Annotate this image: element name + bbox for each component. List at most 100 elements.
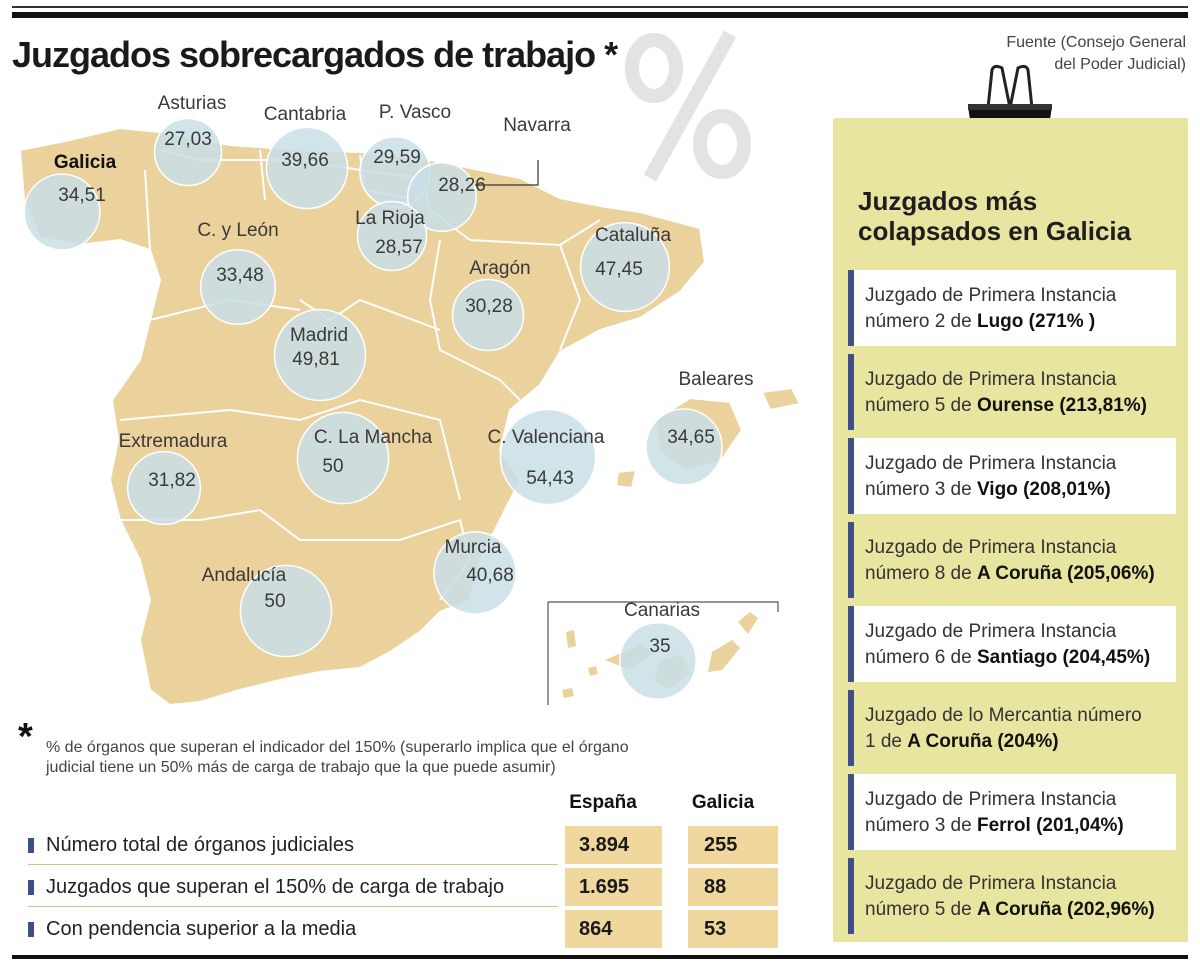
top-rule xyxy=(12,6,1188,8)
lanzarote-shape xyxy=(738,612,758,634)
value-bubble xyxy=(265,126,349,210)
region-value-label: 50 xyxy=(322,456,344,477)
region-name-label: Madrid xyxy=(289,325,349,346)
region-name-label: Extremadura xyxy=(118,431,228,452)
column-header-espana: España xyxy=(569,792,637,813)
court-prefix: 1 de xyxy=(865,731,908,752)
court-line-2: número 6 de Santiago (204,45%) xyxy=(865,645,1176,671)
value-bubble xyxy=(153,117,223,187)
cell-espana: 3.894 xyxy=(565,826,662,864)
fuerteventura-shape xyxy=(708,640,740,672)
la-palma-shape xyxy=(566,630,576,648)
court-city-value: Ourense (213,81%) xyxy=(976,395,1147,416)
value-bubble xyxy=(296,411,390,505)
cell-galicia: 255 xyxy=(688,826,778,864)
cell-espana: 1.695 xyxy=(565,868,662,906)
region-value-label: 29,59 xyxy=(373,147,421,168)
top-rule-thick xyxy=(12,12,1188,18)
value-bubbles xyxy=(23,117,723,700)
footnote-asterisk: * xyxy=(18,716,33,758)
hierro-shape xyxy=(562,688,574,698)
row-marker-icon xyxy=(28,838,34,853)
court-line-1: Juzgado de Primera Instancia xyxy=(865,453,1117,474)
footnote-line-2: judicial tiene un 50% más de carga de tr… xyxy=(46,759,556,776)
value-bubble xyxy=(619,622,697,700)
value-bubble xyxy=(499,408,597,506)
region-value-label: 40,68 xyxy=(466,565,514,586)
court-prefix: número 2 de xyxy=(865,311,977,332)
value-bubble xyxy=(239,564,333,658)
region-value-label: 35 xyxy=(649,636,671,657)
region-name-label: C. La Mancha xyxy=(313,427,433,448)
row-divider xyxy=(28,906,558,907)
court-prefix: número 5 de xyxy=(865,395,977,416)
court-item: Juzgado de Primera Instancia número 5 de … xyxy=(848,858,1176,934)
region-name-label: P. Vasco xyxy=(378,102,452,123)
region-value-label: 54,43 xyxy=(526,468,574,489)
row-marker-icon xyxy=(28,922,34,937)
region-name-label: Cantabria xyxy=(263,104,347,125)
court-city-value: A Coruña (204%) xyxy=(907,731,1059,752)
row-label-text: Juzgados que superan el 150% de carga de… xyxy=(46,876,505,898)
court-city-value: A Coruña (202,96%) xyxy=(976,899,1155,920)
region-value-label: 50 xyxy=(264,591,286,612)
sidebar-title: Juzgados más colapsados en Galicia xyxy=(858,186,1131,246)
region-value-label: 47,45 xyxy=(595,259,643,280)
gomera-shape xyxy=(588,666,598,676)
region-value-label: 27,03 xyxy=(164,129,212,150)
court-line-2: número 5 de A Coruña (202,96%) xyxy=(865,897,1176,923)
sidebar-title-line-1: Juzgados más xyxy=(858,186,1038,216)
value-bubble xyxy=(433,531,517,615)
court-item: Juzgado de Primera Instancia número 8 de … xyxy=(848,522,1176,598)
region-name-label: Cataluña xyxy=(594,225,672,246)
court-prefix: número 6 de xyxy=(865,647,977,668)
court-prefix: número 8 de xyxy=(865,563,977,584)
court-line-1: Juzgado de lo Mercantia número xyxy=(865,705,1142,726)
cell-espana: 864 xyxy=(565,910,662,948)
court-line-1: Juzgado de Primera Instancia xyxy=(865,621,1117,642)
court-line-1: Juzgado de Primera Instancia xyxy=(865,789,1117,810)
region-name-label: Navarra xyxy=(503,115,571,136)
court-line-2: número 3 de Ferrol (201,04%) xyxy=(865,813,1176,839)
court-item: Juzgado de Primera Instancia número 3 de … xyxy=(848,774,1176,850)
footnote-line-1: % de órganos que superan el indicador de… xyxy=(46,739,629,756)
region-value-label: 28,57 xyxy=(375,237,423,258)
region-value-label: 30,28 xyxy=(465,296,513,317)
table-row-label: Número total de órganos judiciales xyxy=(28,834,354,857)
court-line-1: Juzgado de Primera Instancia xyxy=(865,369,1117,390)
value-bubble xyxy=(406,161,478,233)
court-line-2: número 5 de Ourense (213,81%) xyxy=(865,393,1176,419)
menorca-shape xyxy=(760,386,802,412)
value-bubble xyxy=(23,173,101,251)
court-item: Juzgado de Primera Instancia número 2 de … xyxy=(848,270,1176,346)
row-label-text: Número total de órganos judiciales xyxy=(46,834,354,856)
source-note: Fuente (Consejo General del Poder Judici… xyxy=(946,32,1186,76)
value-bubble xyxy=(199,248,277,326)
court-item: Juzgado de Primera Instancia número 3 de … xyxy=(848,438,1176,514)
value-bubble xyxy=(579,221,671,313)
region-value-label: 34,65 xyxy=(667,427,715,448)
region-value-label: 28,26 xyxy=(438,175,486,196)
table-row-label: Juzgados que superan el 150% de carga de… xyxy=(28,876,504,899)
region-name-label: Baleares xyxy=(678,369,754,390)
value-bubble xyxy=(126,450,202,526)
court-item: Juzgado de Primera Instancia número 5 de … xyxy=(848,354,1176,430)
value-bubble xyxy=(356,200,428,272)
court-city-value: Ferrol (201,04%) xyxy=(976,815,1124,836)
region-value-label: 34,51 xyxy=(58,185,106,206)
court-line-2: número 3 de Vigo (208,01%) xyxy=(865,477,1176,503)
court-line-2: número 8 de A Coruña (205,06%) xyxy=(865,561,1176,587)
percent-watermark-icon xyxy=(625,30,751,182)
source-line-2: del Poder Judicial) xyxy=(1054,56,1186,73)
region-value-label: 39,66 xyxy=(281,150,329,171)
navarra-leader xyxy=(470,160,539,186)
cell-galicia: 88 xyxy=(688,868,778,906)
court-prefix: número 5 de xyxy=(865,899,977,920)
region-value-label: 31,82 xyxy=(148,470,196,491)
court-prefix: número 3 de xyxy=(865,815,977,836)
region-value-label: 49,81 xyxy=(292,349,340,370)
column-header-galicia: Galicia xyxy=(691,792,755,813)
source-line-1: Fuente (Consejo General xyxy=(1006,34,1186,51)
region-name-label: Aragón xyxy=(469,258,531,279)
region-value-label: 33,48 xyxy=(216,265,264,286)
